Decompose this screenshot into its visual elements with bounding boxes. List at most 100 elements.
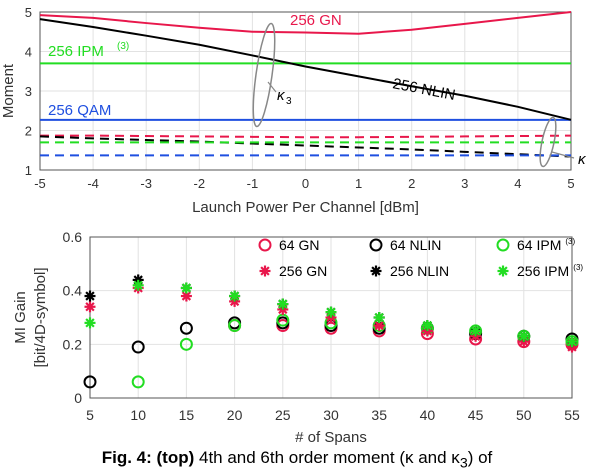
x-tick-label: 2 bbox=[408, 176, 415, 191]
label-256-ipm-sup: (3) bbox=[117, 41, 129, 52]
axes-box bbox=[39, 11, 572, 171]
star-stroke bbox=[85, 318, 95, 328]
star-stroke bbox=[133, 280, 143, 290]
star-stroke bbox=[422, 320, 433, 331]
kappa3-ellipse bbox=[252, 22, 276, 128]
kappa3-pointer bbox=[267, 81, 277, 93]
legend-label-sup: (3) bbox=[573, 263, 583, 272]
star-marker bbox=[373, 320, 385, 332]
x-tick-label: -1 bbox=[247, 176, 259, 191]
caption-tail: ) of bbox=[467, 448, 493, 467]
legend-label: 64 NLIN bbox=[390, 237, 441, 253]
caption-bold: Fig. 4: (top) bbox=[101, 448, 195, 467]
star-marker bbox=[229, 290, 241, 302]
star-stroke bbox=[371, 266, 381, 276]
legend-label: 256 GN bbox=[279, 263, 327, 279]
x-tick-label: 55 bbox=[564, 407, 580, 423]
star-marker bbox=[84, 317, 96, 329]
series-line bbox=[39, 135, 572, 158]
star-stroke bbox=[278, 299, 288, 309]
y-tick-label: 4 bbox=[25, 45, 32, 60]
circle-marker bbox=[179, 337, 193, 351]
circle-marker bbox=[83, 375, 97, 389]
star-stroke bbox=[470, 326, 481, 336]
star-marker bbox=[566, 336, 578, 348]
caption-text: 4th and 6th order moment (κ and κ bbox=[194, 448, 460, 467]
circle-marker bbox=[228, 319, 242, 333]
x-tick-label: 20 bbox=[227, 407, 243, 423]
x-axis-label: # of Spans bbox=[295, 429, 367, 446]
circle-marker bbox=[258, 238, 272, 252]
star-stroke bbox=[181, 291, 192, 301]
label-256-qam: 256 QAM bbox=[48, 102, 111, 119]
x-tick-label: -4 bbox=[87, 176, 99, 191]
x-tick-label: 35 bbox=[371, 407, 387, 423]
x-tick-label: 3 bbox=[461, 176, 468, 191]
star-marker bbox=[259, 265, 271, 277]
x-tick-label: -3 bbox=[140, 176, 152, 191]
figure-caption: Fig. 4: (top) 4th and 6th order moment (… bbox=[0, 448, 594, 472]
star-stroke bbox=[374, 312, 384, 323]
circle-marker bbox=[179, 321, 193, 335]
label-256-gn: 256 GN bbox=[290, 12, 342, 29]
star-marker bbox=[421, 320, 433, 332]
star-stroke bbox=[181, 283, 192, 293]
x-tick-label: -5 bbox=[34, 176, 46, 191]
top-moment-chart: -5 -4 -3 -2 -1 0 1 2 3 4 5 1 2 3 4 5 Launch Power Per Ch… bbox=[0, 5, 587, 216]
circle-marker bbox=[369, 238, 383, 252]
x-tick-label: 5 bbox=[86, 407, 94, 423]
y-axis-label-line2: [bit/4D-symbol] bbox=[32, 267, 49, 367]
legend-label-sup: (3) bbox=[565, 237, 575, 246]
legend-label: 256 IPM bbox=[517, 263, 569, 279]
star-stroke bbox=[229, 291, 240, 301]
y-tick-label: 0.4 bbox=[63, 283, 83, 299]
star-marker bbox=[325, 306, 337, 318]
circle-marker bbox=[131, 375, 145, 389]
caption-sub: 3 bbox=[459, 455, 468, 472]
x-tick-label: 15 bbox=[179, 407, 195, 423]
star-marker bbox=[84, 290, 96, 302]
kappa-pointer bbox=[551, 151, 575, 159]
x-tick-label: -2 bbox=[194, 176, 206, 191]
star-marker bbox=[84, 301, 96, 313]
series-line bbox=[39, 18, 572, 121]
label-256-ipm: 256 IPM bbox=[48, 43, 104, 60]
kappa-symbol: κ bbox=[578, 151, 587, 168]
star-marker bbox=[277, 298, 289, 310]
star-marker bbox=[518, 330, 530, 342]
x-tick-label: 25 bbox=[275, 407, 291, 423]
x-tick-label: 4 bbox=[514, 176, 521, 191]
y-tick-label: 0 bbox=[74, 390, 82, 406]
star-stroke bbox=[260, 266, 270, 276]
x-tick-label: 5 bbox=[567, 176, 574, 191]
star-marker bbox=[132, 279, 144, 291]
y-tick-label: 5 bbox=[25, 5, 32, 20]
x-tick-label: 45 bbox=[468, 407, 484, 423]
y-tick-label: 2 bbox=[25, 124, 32, 139]
y-axis-label: Moment bbox=[0, 63, 17, 118]
legend-label: 256 NLIN bbox=[390, 263, 449, 279]
circle-marker bbox=[131, 340, 145, 354]
star-marker bbox=[180, 282, 192, 294]
kappa-ellipse bbox=[539, 116, 557, 168]
star-stroke bbox=[326, 307, 336, 317]
x-axis-label: Launch Power Per Channel [dBm] bbox=[192, 199, 419, 216]
kappa3-symbol: κ bbox=[277, 87, 286, 104]
circle-marker bbox=[496, 238, 510, 252]
x-tick-label: 1 bbox=[355, 176, 362, 191]
star-stroke bbox=[85, 302, 95, 312]
x-tick-label: 50 bbox=[516, 407, 532, 423]
y-tick-label: 3 bbox=[25, 84, 32, 99]
star-marker bbox=[370, 265, 382, 277]
star-stroke bbox=[567, 336, 577, 347]
series-line bbox=[40, 134, 572, 139]
star-marker bbox=[497, 265, 509, 277]
x-tick-label: 10 bbox=[130, 407, 146, 423]
star-stroke bbox=[374, 320, 384, 331]
y-tick-label: 1 bbox=[25, 163, 32, 178]
star-marker bbox=[470, 325, 482, 337]
legend-label: 64 IPM bbox=[517, 237, 561, 253]
x-tick-label: 40 bbox=[420, 407, 436, 423]
legend-label: 64 GN bbox=[279, 237, 319, 253]
